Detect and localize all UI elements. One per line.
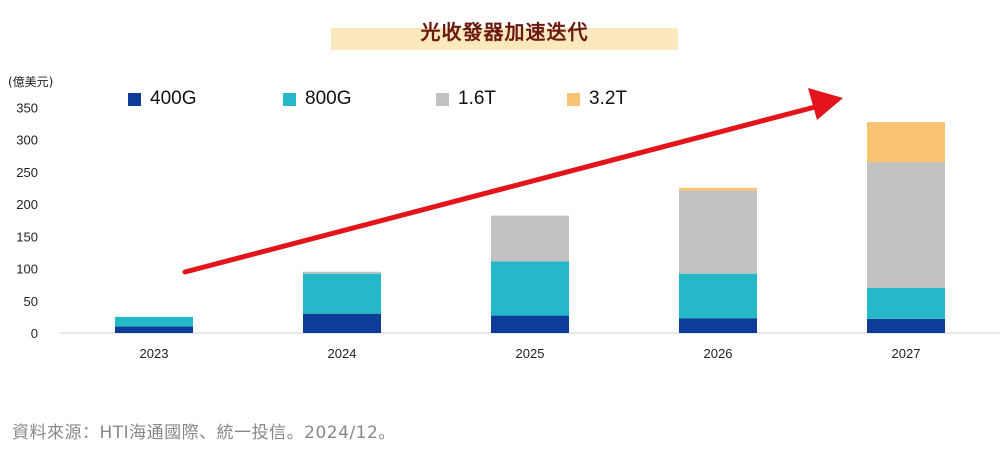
legend-label-800g: 800G <box>305 88 352 109</box>
bar-segment-400g-2024 <box>303 313 381 333</box>
legend-label-3-2t: 3.2T <box>589 88 628 109</box>
y-tick-label: 0 <box>31 326 38 341</box>
bar-segment-1-6t-2027 <box>867 162 945 288</box>
legend-item-400g: 400G <box>128 88 196 110</box>
bar-segment-1-6t-2025 <box>491 215 569 262</box>
y-axis-unit-label: (億美元) <box>8 75 54 89</box>
bar-segment-400g-2027 <box>867 318 945 333</box>
bar-segment-400g-2026 <box>679 318 757 333</box>
x-tick-label: 2024 <box>328 346 357 361</box>
bar-segment-400g-2023 <box>115 326 193 333</box>
y-tick-label: 300 <box>16 133 38 148</box>
legend-swatch-1-6t <box>436 92 449 106</box>
trend-arrow-shaft <box>182 104 818 275</box>
legend-item-800g: 800G <box>283 88 351 110</box>
bar-segment-400g-2025 <box>491 315 569 333</box>
legend-swatch-400g <box>128 92 141 106</box>
y-tick-label: 200 <box>16 197 38 212</box>
bar-segment-3-2t-2026 <box>679 187 757 191</box>
trend-arrowhead-icon <box>808 88 843 120</box>
x-tick-label: 2025 <box>516 346 545 361</box>
legend-label-1-6t: 1.6T <box>458 88 497 109</box>
legend-label-400g: 400G <box>150 88 197 109</box>
x-tick-label: 2027 <box>892 346 921 361</box>
legend-item-3-2t: 3.2T <box>567 88 627 110</box>
legend-item-1-6t: 1.6T <box>436 88 496 110</box>
legend-swatch-800g <box>283 92 296 106</box>
bar-segment-1-6t-2026 <box>679 190 757 274</box>
y-tick-label: 150 <box>16 229 38 244</box>
chart-title: 光收發器加速迭代 <box>420 20 589 44</box>
bar-segment-1-6t-2024 <box>303 271 381 274</box>
bar-segment-800g-2027 <box>867 287 945 319</box>
title-background <box>331 28 678 50</box>
y-tick-label: 250 <box>16 165 38 180</box>
bar-segment-800g-2023 <box>115 316 193 327</box>
source-note: 資料來源：HTI海通國際、統一投信。2024/12。 <box>12 423 396 443</box>
bar-segment-800g-2024 <box>303 273 381 314</box>
bar-segment-3-2t-2027 <box>867 122 945 163</box>
bar-segment-800g-2026 <box>679 273 757 319</box>
x-tick-label: 2026 <box>704 346 733 361</box>
legend-swatch-3-2t <box>567 92 580 106</box>
y-tick-label: 350 <box>16 100 38 115</box>
y-tick-label: 50 <box>24 294 38 309</box>
y-tick-label: 100 <box>16 262 38 277</box>
bar-segment-800g-2025 <box>491 261 569 316</box>
x-tick-label: 2023 <box>140 346 169 361</box>
